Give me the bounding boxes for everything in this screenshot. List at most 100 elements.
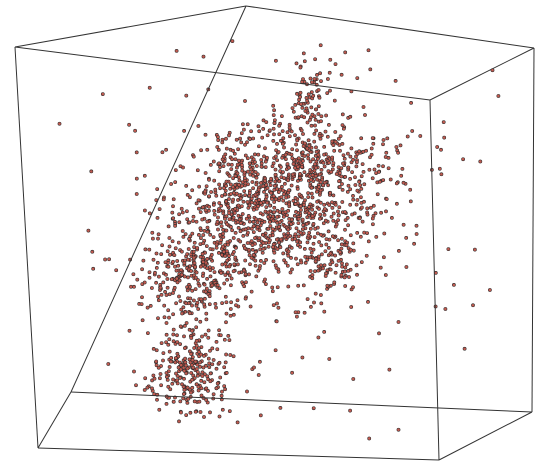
data-point [355,76,360,80]
data-point [235,420,240,425]
data-point [184,93,189,98]
data-point [141,258,146,263]
data-point [182,368,187,373]
data-point [185,385,190,390]
data-point [302,202,306,207]
data-point [222,186,226,190]
data-point [275,237,279,242]
data-point [196,124,201,128]
data-point [317,134,322,138]
data-point [340,182,344,186]
data-point [57,121,62,126]
data-point [300,165,304,169]
data-point [349,146,354,151]
data-point [204,386,209,391]
data-point [257,228,262,233]
data-point [212,212,217,217]
data-point [198,226,203,231]
data-point [243,99,247,103]
data-point [166,384,171,389]
data-point [342,275,347,280]
data-point [272,250,277,255]
data-point [276,305,281,310]
data-point [215,381,220,386]
data-point [195,373,200,378]
data-point [187,220,192,225]
data-point [154,280,158,285]
data-point [435,145,440,149]
data-point [206,377,210,382]
data-point [235,171,240,176]
data-point [384,197,389,201]
data-point [355,231,360,235]
data-point [231,148,235,153]
data-point [160,150,165,155]
data-point [161,280,166,285]
data-point [127,122,131,127]
data-point [280,207,285,211]
data-point [214,242,219,247]
data-point [322,309,327,314]
data-point [233,255,238,260]
data-point [189,336,194,340]
data-point [233,206,238,211]
data-point [271,103,276,108]
data-point [107,257,111,262]
data-point [166,369,171,374]
data-point [211,358,216,362]
data-point [289,183,294,188]
data-point [333,270,338,275]
data-point [446,247,451,251]
data-point [311,247,316,252]
data-point [355,272,359,277]
data-point [170,239,175,244]
data-point [309,185,314,190]
data-point [357,149,362,154]
data-point [217,360,222,365]
data-point [383,273,388,277]
data-point [340,142,345,146]
data-point [90,249,95,254]
data-point [182,334,186,339]
bounding-box-front-edges [14,5,533,461]
data-point [224,183,228,188]
data-point [150,386,154,391]
data-point [396,150,400,155]
data-point [339,174,344,179]
data-point [249,196,254,201]
data-point [160,243,164,248]
data-point [171,197,176,202]
data-point [323,218,328,223]
data-point [257,266,262,271]
data-point [290,106,295,110]
data-point [220,407,225,412]
data-point [166,264,171,269]
data-point [323,129,328,134]
data-point [273,348,278,353]
data-point [170,210,175,215]
data-point [346,151,350,156]
data-point [318,43,323,48]
data-point [365,206,370,211]
data-point [194,343,199,348]
data-point [275,215,280,219]
data-point [158,372,163,376]
data-point [328,251,333,256]
data-point [154,348,159,353]
data-point [164,272,168,277]
data-point [191,154,196,159]
data-point [300,217,305,222]
data-point [331,143,336,147]
data-point [344,243,349,248]
data-point [311,241,316,246]
data-point [310,273,315,277]
data-point [239,131,244,136]
data-point [147,275,152,280]
data-point [223,273,228,277]
data-point [252,365,256,370]
data-point [341,153,346,158]
data-point [207,208,211,213]
data-point [154,251,159,256]
data-point [328,190,333,195]
data-point [296,164,300,169]
